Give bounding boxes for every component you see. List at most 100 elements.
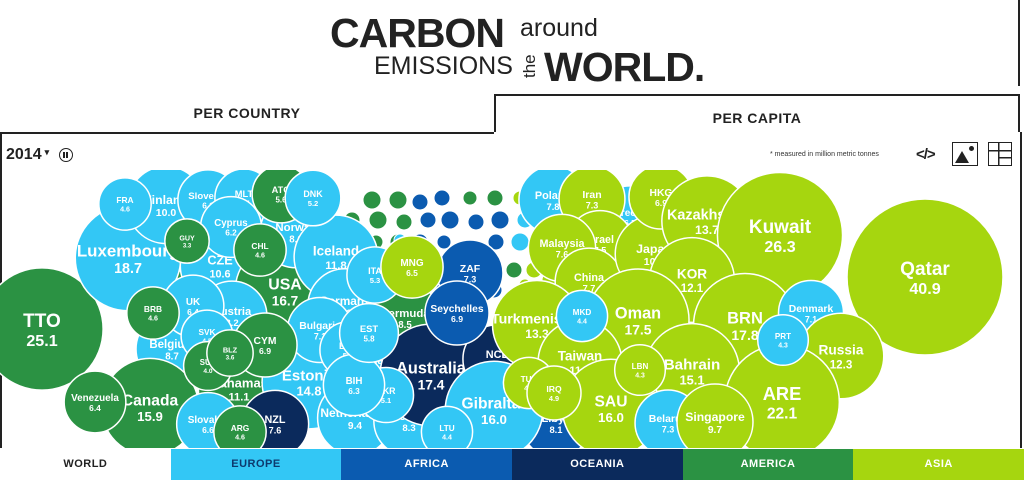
bubble-value: 13.3	[525, 327, 549, 341]
bubble-value: 8.2	[225, 318, 238, 329]
bubble-circle[interactable]	[420, 405, 474, 448]
bubble-circle[interactable]	[98, 177, 152, 231]
bubble-filler[interactable]	[368, 210, 388, 230]
bubble-circle[interactable]	[63, 370, 127, 434]
bubble-label: USA	[268, 276, 302, 293]
bubble-filler[interactable]	[362, 190, 382, 210]
bubble-circle[interactable]	[526, 365, 582, 421]
bubble-value: 15.1	[679, 373, 704, 388]
bubble-label: UKR	[376, 386, 396, 396]
bubble-filler[interactable]	[462, 190, 478, 206]
bubble-label: Venezuela	[71, 393, 119, 404]
bubble-value: 8.6	[289, 234, 303, 245]
tab-per-country[interactable]: PER COUNTRY	[0, 94, 494, 134]
bubble-value: 16.7	[272, 293, 298, 308]
bubble-filler[interactable]	[433, 189, 451, 207]
bubble-value: 13.7	[695, 223, 719, 237]
bubble-circle[interactable]	[206, 329, 254, 377]
bubble-circle[interactable]	[164, 218, 210, 264]
bubble-filler[interactable]	[486, 189, 504, 207]
bubble-circle[interactable]	[613, 343, 667, 397]
bubble-value: 5.2	[308, 199, 319, 208]
bubble-value: 7.3	[662, 424, 675, 434]
bubble-label: BLZ	[223, 345, 238, 354]
image-download-icon[interactable]	[952, 142, 978, 166]
legend-america[interactable]: AMERICA	[682, 449, 854, 480]
logo-word-world: WORLD.	[544, 44, 705, 90]
bubble-filler[interactable]	[411, 193, 429, 211]
bubble-circle[interactable]	[846, 198, 1004, 356]
bubble-circle[interactable]	[338, 302, 400, 364]
bubble-circle[interactable]	[424, 280, 490, 346]
legend-asia[interactable]: ASIA	[853, 449, 1024, 480]
bubble-circle[interactable]	[233, 223, 287, 277]
bubble-circle[interactable]	[756, 313, 810, 367]
bubble-filler[interactable]	[436, 234, 452, 250]
bubble-value: 3.3	[183, 243, 192, 249]
bubble-value: 8.3	[402, 423, 415, 434]
legend-oceania[interactable]: OCEANIA	[512, 449, 683, 480]
bubble-circle[interactable]	[126, 286, 180, 340]
brand-logo: CARBON around EMISSIONS the WORLD.	[330, 8, 750, 90]
bubble-value: 25.1	[26, 332, 57, 350]
bubble-label: MLT	[235, 189, 254, 199]
bubble-filler[interactable]	[510, 232, 530, 252]
bubble-label: ATG	[272, 185, 291, 195]
bubble-value: 10.6	[209, 268, 230, 280]
bubble-circle[interactable]	[213, 405, 267, 448]
bubble-filler[interactable]	[467, 213, 485, 231]
bubble-filler[interactable]	[505, 261, 523, 279]
bubble-filler[interactable]	[440, 210, 460, 230]
bubble-filler[interactable]	[487, 233, 505, 251]
bubble-filler[interactable]	[388, 190, 408, 210]
bubble-value: 6.2	[225, 228, 237, 238]
bubble-label: Malaysia	[539, 238, 585, 250]
legend-africa[interactable]: AFRICA	[341, 449, 513, 480]
bubble-label: CHL	[251, 241, 268, 251]
bubble-value: 6.5	[406, 268, 418, 278]
bubble-value: 4.0	[203, 368, 212, 375]
bubble-label: Oman	[615, 304, 661, 322]
bubble-circle[interactable]	[284, 170, 342, 227]
bubble-circle[interactable]	[0, 267, 104, 391]
bubble-filler[interactable]	[419, 211, 437, 229]
bubble-label: LTU	[439, 424, 454, 433]
bubble-value: 8.7	[165, 351, 179, 362]
legend-europe[interactable]: EUROPE	[170, 449, 342, 480]
bubble-circle[interactable]	[676, 383, 754, 448]
legend-world[interactable]: WORLD	[0, 449, 171, 480]
embed-code-icon[interactable]: </>	[916, 146, 936, 163]
bubble-circle[interactable]	[555, 289, 609, 343]
bubble-value: 12.3	[830, 358, 853, 371]
bubble-filler[interactable]	[395, 213, 413, 231]
table-view-icon[interactable]	[988, 142, 1012, 166]
bubble-filler[interactable]	[490, 210, 510, 230]
tab-per-capita[interactable]: PER CAPITA	[494, 94, 1020, 132]
year-selector[interactable]: 2014 ▾	[6, 146, 49, 164]
bubble-circle[interactable]	[380, 235, 444, 299]
bubble-value: 7.1	[805, 314, 817, 324]
units-note: * measured in million metric tonnes	[770, 151, 879, 158]
pause-icon[interactable]	[59, 148, 73, 162]
